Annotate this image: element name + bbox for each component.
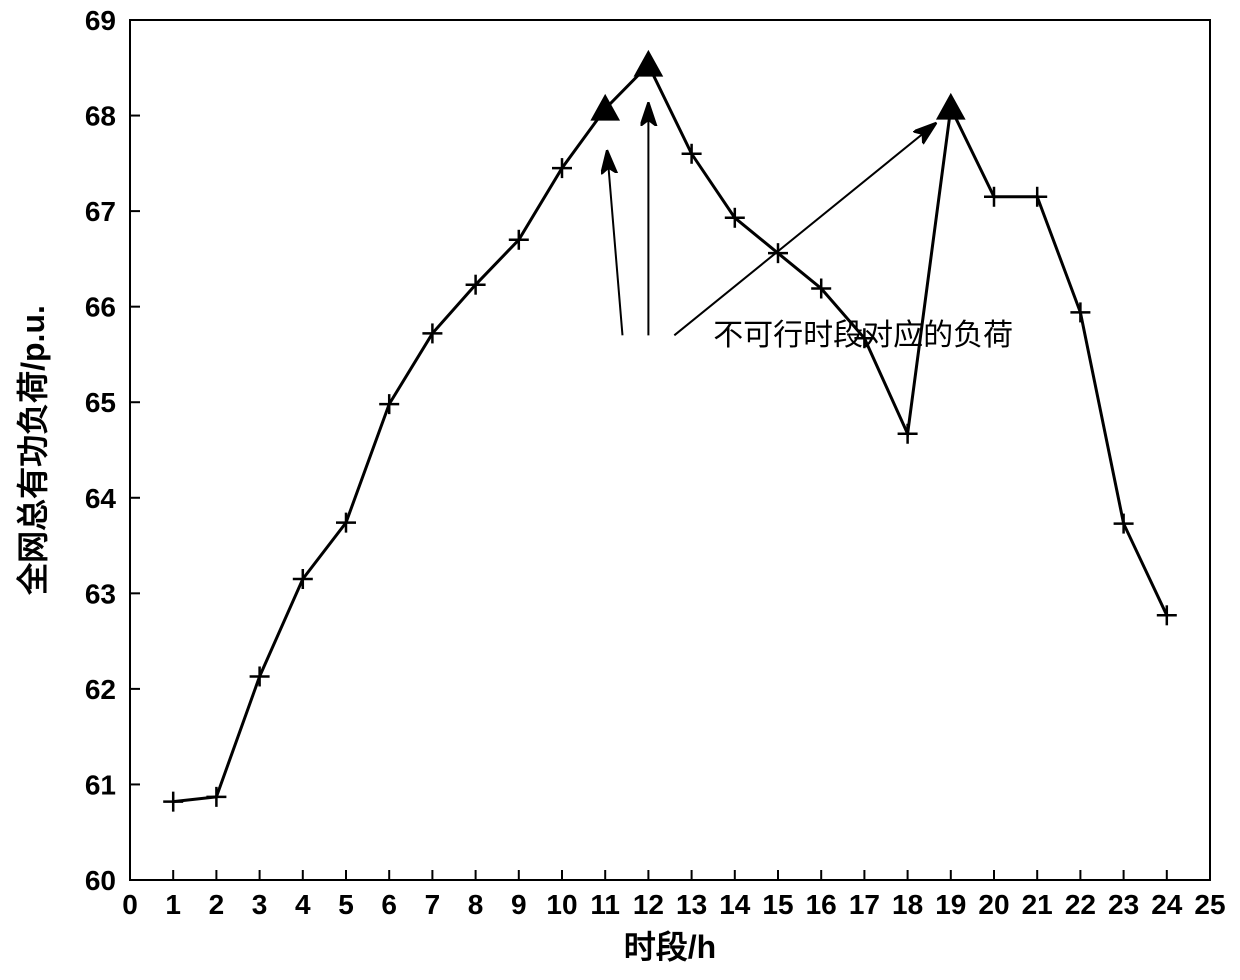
y-axis-label: 全网总有功负荷/p.u.	[15, 305, 51, 596]
x-tick-label: 11	[590, 889, 620, 920]
y-tick-label: 69	[85, 5, 116, 36]
x-tick-label: 15	[762, 889, 793, 920]
x-tick-label: 2	[209, 889, 225, 920]
x-tick-label: 14	[719, 889, 751, 920]
x-axis-label: 时段/h	[624, 929, 716, 965]
y-tick-label: 60	[85, 865, 116, 896]
x-tick-label: 8	[468, 889, 484, 920]
chart-container: 0123456789101112131415161718192021222324…	[0, 0, 1240, 980]
x-tick-label: 25	[1194, 889, 1225, 920]
line-chart: 0123456789101112131415161718192021222324…	[0, 0, 1240, 980]
annotation-text: 不可行时段对应的负荷	[713, 319, 1013, 352]
data-series-line	[173, 65, 1167, 802]
x-tick-label: 4	[295, 889, 311, 920]
y-tick-label: 67	[85, 196, 116, 227]
x-tick-label: 24	[1151, 889, 1183, 920]
x-tick-label: 3	[252, 889, 268, 920]
x-tick-label: 17	[849, 889, 880, 920]
x-tick-label: 6	[381, 889, 397, 920]
x-tick-label: 16	[806, 889, 837, 920]
x-tick-label: 5	[338, 889, 354, 920]
y-tick-label: 64	[85, 483, 117, 514]
annotation-arrow	[607, 154, 622, 336]
x-tick-label: 9	[511, 889, 527, 920]
y-tick-label: 63	[85, 578, 116, 609]
x-tick-label: 10	[546, 889, 577, 920]
x-tick-label: 12	[633, 889, 664, 920]
x-tick-label: 19	[935, 889, 966, 920]
triangle-marker	[634, 51, 662, 76]
x-tick-label: 13	[676, 889, 707, 920]
y-tick-label: 66	[85, 292, 116, 323]
x-tick-label: 21	[1022, 889, 1053, 920]
x-tick-label: 0	[122, 889, 138, 920]
y-tick-label: 62	[85, 674, 116, 705]
x-tick-label: 23	[1108, 889, 1139, 920]
triangle-marker	[937, 94, 965, 119]
x-tick-label: 7	[425, 889, 441, 920]
y-tick-label: 65	[85, 387, 116, 418]
x-tick-label: 22	[1065, 889, 1096, 920]
y-tick-label: 68	[85, 101, 116, 132]
x-tick-label: 1	[165, 889, 181, 920]
x-tick-label: 20	[978, 889, 1009, 920]
y-tick-label: 61	[85, 769, 116, 800]
annotation-arrow	[674, 125, 933, 335]
x-tick-label: 18	[892, 889, 923, 920]
